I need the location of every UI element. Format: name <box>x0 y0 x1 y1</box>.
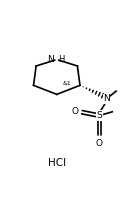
Text: H: H <box>58 55 64 64</box>
Text: O: O <box>71 107 78 116</box>
Text: HCl: HCl <box>48 158 66 168</box>
Text: N: N <box>103 94 110 103</box>
Text: &1: &1 <box>62 81 71 86</box>
Text: O: O <box>96 139 103 148</box>
Text: N: N <box>48 55 54 64</box>
Text: S: S <box>96 111 102 120</box>
